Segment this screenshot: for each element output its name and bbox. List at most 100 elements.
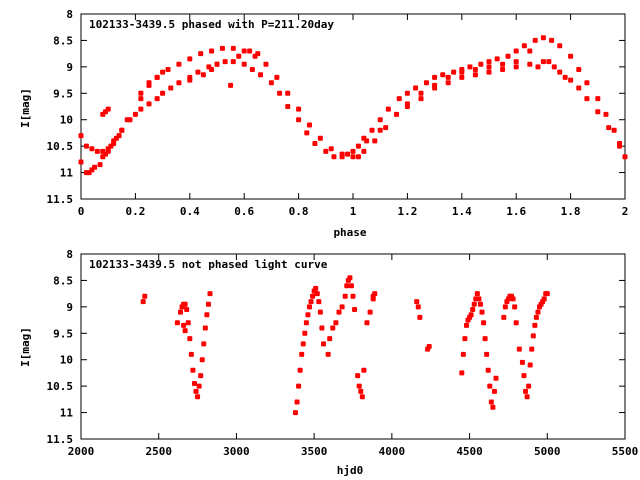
- data-point: [595, 96, 601, 102]
- data-point: [459, 69, 465, 75]
- data-point: [535, 309, 541, 315]
- chart-title: 102133-3439.5 not phased light curve: [89, 258, 328, 271]
- data-point: [306, 122, 312, 128]
- x-tick-label: 0.4: [180, 205, 200, 218]
- data-point: [486, 69, 492, 75]
- data-point: [367, 309, 373, 315]
- data-point: [372, 138, 378, 144]
- data-point: [472, 67, 478, 72]
- data-point: [285, 90, 291, 96]
- data-point: [468, 312, 474, 318]
- data-point: [176, 80, 182, 86]
- data-point: [471, 301, 477, 307]
- data-point: [532, 37, 538, 43]
- data-point: [487, 383, 493, 389]
- data-point: [510, 296, 516, 302]
- data-point: [330, 325, 336, 331]
- data-point: [200, 72, 206, 78]
- data-point: [177, 309, 183, 315]
- data-point: [209, 67, 215, 72]
- x-tick-label: 1.4: [452, 205, 472, 218]
- data-point: [348, 283, 354, 289]
- x-tick-label: 0.2: [125, 205, 145, 218]
- data-point: [336, 309, 342, 315]
- data-point: [356, 383, 362, 389]
- data-point: [182, 328, 188, 334]
- data-point: [432, 74, 438, 80]
- data-point: [544, 291, 550, 297]
- data-point: [493, 375, 499, 381]
- data-point: [350, 154, 356, 160]
- y-tick-label: 10.5: [47, 380, 74, 393]
- data-point: [404, 104, 410, 109]
- plot-frame: [80, 13, 626, 200]
- data-point: [540, 35, 546, 41]
- unphased-chart: 102133-3439.5 not phased light curve hjd…: [19, 248, 638, 477]
- data-point: [323, 148, 329, 154]
- data-point: [404, 90, 410, 96]
- data-point: [355, 373, 361, 379]
- data-point: [611, 127, 617, 133]
- x-tick-label: 3000: [223, 445, 250, 458]
- y-tick-label: 10.5: [47, 140, 74, 153]
- data-point: [484, 351, 490, 357]
- axis-ticks: 2000 2500 3000 3500 4000 4500 5000 5500 8 8.5 9 9.5…: [47, 248, 639, 458]
- data-point: [320, 341, 326, 347]
- y-tick-label: 8.5: [53, 274, 73, 287]
- data-point: [296, 117, 302, 123]
- x-tick-label: 5500: [612, 445, 639, 458]
- data-point: [467, 64, 473, 70]
- x-tick-label: 0: [78, 205, 85, 218]
- data-point: [459, 370, 465, 376]
- data-point: [377, 117, 383, 123]
- data-point: [219, 45, 225, 51]
- data-point: [325, 351, 331, 357]
- data-point: [606, 125, 612, 131]
- data-point: [312, 141, 318, 146]
- x-tick-label: 2: [622, 205, 629, 218]
- data-point: [296, 106, 302, 112]
- data-point: [478, 61, 484, 67]
- x-tick-label: 1.8: [561, 205, 581, 218]
- data-point: [557, 69, 563, 75]
- data-point: [440, 72, 446, 78]
- chart-title: 102133-3439.5 phased with P=211.20day: [89, 18, 334, 31]
- data-point: [500, 61, 506, 67]
- data-point: [165, 67, 171, 72]
- data-point: [317, 309, 323, 315]
- data-point: [562, 74, 568, 80]
- x-tick-label: 2500: [145, 445, 172, 458]
- data-point: [308, 299, 314, 305]
- x-tick-label: 0.8: [289, 205, 309, 218]
- data-point: [339, 151, 345, 157]
- data-point: [184, 307, 190, 312]
- data-point: [350, 293, 356, 299]
- data-point: [364, 320, 370, 326]
- y-tick-label: 9: [66, 61, 73, 74]
- data-point: [196, 383, 202, 389]
- data-point: [319, 325, 325, 331]
- data-point: [154, 96, 160, 102]
- data-point: [105, 106, 111, 112]
- data-point: [513, 48, 519, 54]
- data-point: [310, 293, 316, 299]
- data-point: [530, 333, 536, 339]
- y-tick-label: 9: [66, 301, 73, 314]
- data-point: [347, 275, 353, 281]
- data-point: [523, 388, 529, 394]
- data-point: [132, 111, 138, 117]
- data-point: [300, 341, 306, 347]
- y-tick-label: 9.5: [53, 87, 73, 100]
- data-point: [198, 373, 204, 379]
- data-point: [188, 351, 194, 357]
- data-point: [595, 109, 601, 115]
- data-point: [527, 61, 533, 67]
- x-axis-label: hjd0: [337, 464, 364, 477]
- data-point: [199, 357, 205, 363]
- data-point: [418, 96, 424, 102]
- data-point: [500, 67, 506, 72]
- x-tick-label: 4500: [456, 445, 483, 458]
- data-point: [146, 82, 152, 88]
- data-point: [485, 367, 491, 373]
- data-point: [190, 367, 196, 373]
